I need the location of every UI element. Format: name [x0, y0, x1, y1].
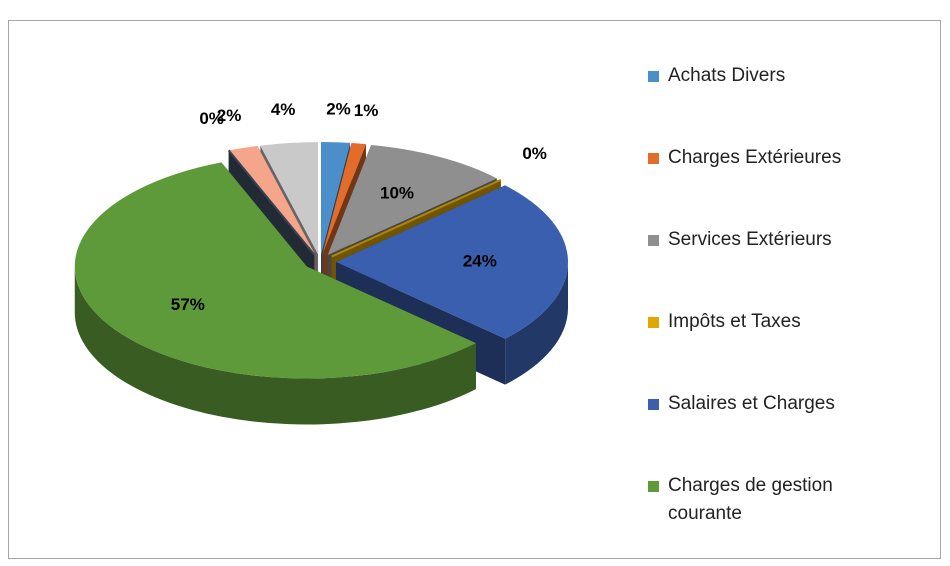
value-label: 4% — [271, 100, 296, 119]
slice-side — [74, 266, 476, 425]
legend-label: Charges Extérieures — [668, 147, 842, 168]
legend-swatch — [648, 153, 659, 164]
slice — [229, 145, 316, 255]
legend-swatch — [648, 481, 659, 492]
value-label: 1% — [354, 101, 379, 120]
legend-label: Salaires et Charges — [668, 393, 835, 414]
legend: Achats Divers Charges Extérieures Services… — [648, 62, 898, 554]
legend-swatch — [648, 399, 659, 410]
legend-label: Charges de gestion courante — [668, 475, 833, 524]
legend-swatch — [648, 71, 659, 82]
slice — [321, 142, 351, 255]
slice — [336, 185, 568, 339]
legend-label: Achats Divers — [668, 65, 786, 86]
legend-label: Services Extérieurs — [668, 229, 832, 250]
legend-item: Charges de gestion courante — [648, 472, 898, 554]
slice — [327, 144, 497, 255]
legend-item: Services Extérieurs — [648, 226, 898, 308]
legend-item: Salaires et Charges — [648, 390, 898, 472]
slice-side — [505, 262, 568, 385]
chart-frame — [8, 20, 941, 559]
value-label: 2% — [217, 106, 242, 125]
legend-label: Impôts et Taxes — [668, 311, 801, 332]
slice — [322, 142, 366, 255]
value-label: 2% — [326, 99, 351, 118]
slice — [227, 149, 315, 256]
value-label: 57% — [171, 295, 205, 314]
legend-item: Charges Extérieures — [648, 144, 898, 226]
value-label: 10% — [380, 184, 414, 203]
legend-swatch — [648, 235, 659, 246]
value-label: 0% — [522, 144, 547, 163]
value-label: 24% — [463, 251, 497, 270]
legend-swatch — [648, 317, 659, 328]
legend-item: Achats Divers — [648, 62, 898, 144]
legend-item: Impôts et Taxes — [648, 308, 898, 390]
slice — [74, 162, 476, 379]
slice — [260, 142, 318, 255]
slice — [331, 178, 502, 258]
value-label: 0% — [199, 109, 224, 128]
